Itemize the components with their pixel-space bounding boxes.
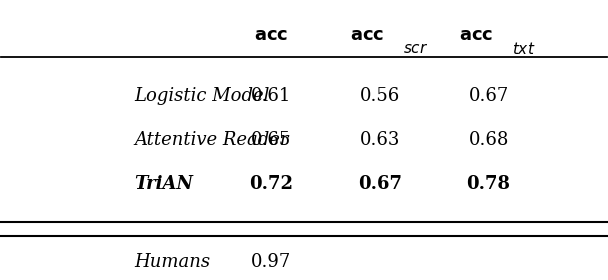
Text: Logistic Model: Logistic Model	[134, 87, 270, 105]
Text: 0.72: 0.72	[249, 175, 292, 193]
Text: 0.97: 0.97	[250, 253, 291, 271]
Text: Attentive Reader: Attentive Reader	[134, 131, 289, 149]
Text: 0.56: 0.56	[359, 87, 400, 105]
Text: $\mathbf{acc}$: $\mathbf{acc}$	[350, 26, 385, 44]
Text: 0.61: 0.61	[250, 87, 291, 105]
Text: 0.67: 0.67	[469, 87, 509, 105]
Text: Humans: Humans	[134, 253, 210, 271]
Text: $\mathbf{acc}$: $\mathbf{acc}$	[254, 26, 288, 44]
Text: 0.67: 0.67	[358, 175, 402, 193]
Text: $\mathit{txt}$: $\mathit{txt}$	[511, 41, 535, 57]
Text: $\mathit{scr}$: $\mathit{scr}$	[402, 41, 428, 55]
Text: 0.63: 0.63	[359, 131, 400, 149]
Text: 0.65: 0.65	[250, 131, 291, 149]
Text: $\mathbf{acc}$: $\mathbf{acc}$	[460, 26, 494, 44]
Text: 0.78: 0.78	[466, 175, 511, 193]
Text: TriAN: TriAN	[134, 175, 193, 193]
Text: 0.68: 0.68	[468, 131, 509, 149]
